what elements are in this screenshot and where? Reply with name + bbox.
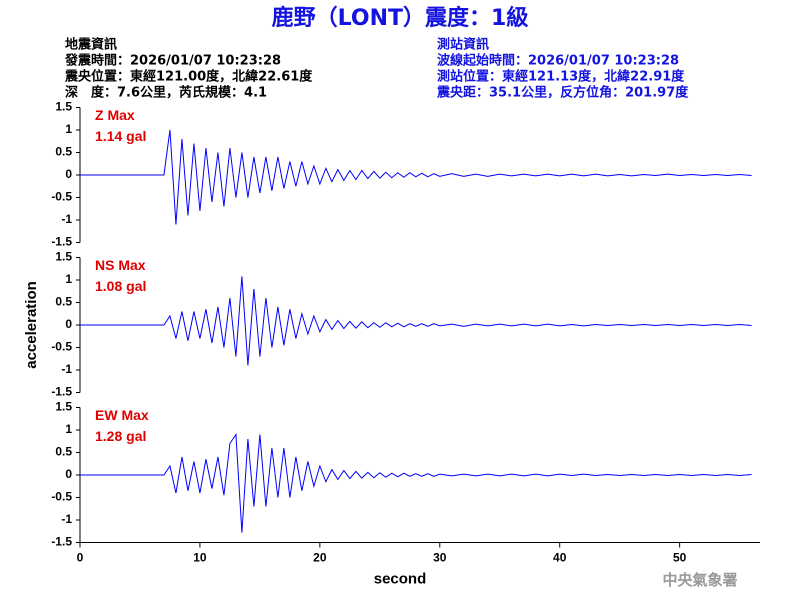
header-right: 測站位置：東經121.13度，北緯22.91度 — [437, 69, 685, 85]
x-tick-label: 0 — [77, 551, 84, 565]
component-label: EW Max — [95, 407, 149, 423]
max-value: 1.08 gal — [95, 278, 146, 294]
header-right: 測站資訊 — [437, 37, 489, 53]
header-left: 震央位置：東經121.00度，北緯22.61度 — [64, 69, 313, 85]
waveform — [80, 276, 752, 366]
y-axis-label: acceleration — [23, 281, 40, 369]
max-value: 1.28 gal — [95, 428, 146, 444]
y-tick-label: -1 — [61, 512, 72, 526]
y-tick-label: -0.5 — [51, 490, 72, 504]
header-left: 發震時間：2026/01/07 10:23:28 — [64, 53, 281, 69]
y-tick-label: -1.5 — [51, 235, 72, 249]
y-tick-label: 0.5 — [55, 145, 72, 159]
y-tick-label: 0 — [65, 167, 72, 181]
x-tick-label: 30 — [433, 551, 447, 565]
header-left: 深 度：7.6公里，芮氏規模：4.1 — [65, 85, 267, 101]
title: 鹿野（LONT）震度：1級 — [272, 5, 529, 31]
y-tick-label: 0 — [65, 467, 72, 481]
header-right: 震央距：35.1公里，反方位角：201.97度 — [436, 85, 689, 101]
waveform — [80, 432, 752, 533]
y-tick-label: 1.5 — [55, 100, 72, 114]
watermark: 中央氣象署 — [662, 571, 737, 589]
header-right: 波線起始時間：2026/01/07 10:23:28 — [437, 53, 679, 69]
max-value: 1.14 gal — [95, 128, 146, 144]
y-tick-label: 1.5 — [55, 400, 72, 414]
y-tick-label: -0.5 — [51, 340, 72, 354]
y-tick-label: -1 — [61, 362, 72, 376]
x-axis-label: second — [374, 570, 427, 587]
y-tick-label: -0.5 — [51, 190, 72, 204]
x-tick-label: 50 — [673, 551, 687, 565]
y-tick-label: 1.5 — [55, 250, 72, 264]
component-label: NS Max — [95, 257, 146, 273]
y-tick-label: 1 — [65, 122, 72, 136]
component-label: Z Max — [95, 107, 135, 123]
header-left: 地震資訊 — [65, 37, 117, 53]
x-tick-label: 10 — [193, 551, 207, 565]
y-tick-label: -1.5 — [51, 385, 72, 399]
y-tick-label: 1 — [65, 422, 72, 436]
waveform — [80, 129, 752, 225]
y-tick-label: -1.5 — [51, 535, 72, 549]
y-tick-label: 0.5 — [55, 445, 72, 459]
y-tick-label: 1 — [65, 272, 72, 286]
y-tick-label: 0.5 — [55, 295, 72, 309]
y-tick-label: 0 — [65, 317, 72, 331]
x-tick-label: 40 — [553, 551, 567, 565]
y-tick-label: -1 — [61, 212, 72, 226]
x-tick-label: 20 — [313, 551, 327, 565]
